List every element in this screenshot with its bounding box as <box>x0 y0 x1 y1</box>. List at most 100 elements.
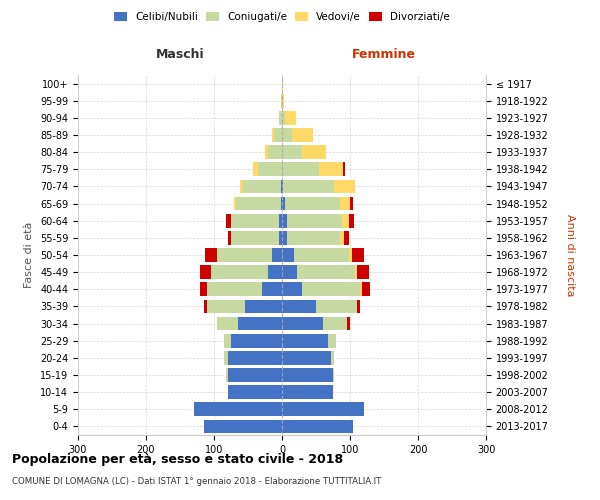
Bar <box>282 111 286 124</box>
Bar <box>200 282 207 296</box>
Bar <box>282 146 302 159</box>
Bar <box>355 266 357 279</box>
Bar <box>272 128 274 142</box>
Bar <box>340 196 350 210</box>
Bar <box>352 248 364 262</box>
Bar <box>282 231 287 244</box>
Bar <box>349 248 352 262</box>
Bar <box>240 180 243 194</box>
Bar <box>282 76 283 90</box>
Bar <box>205 248 217 262</box>
Bar <box>207 282 262 296</box>
Bar <box>217 316 238 330</box>
Bar <box>278 214 282 228</box>
Bar <box>238 316 282 330</box>
Bar <box>268 146 282 159</box>
Bar <box>281 180 282 194</box>
Bar <box>302 282 360 296</box>
Bar <box>236 196 281 210</box>
Bar <box>282 300 316 314</box>
Bar <box>282 351 331 364</box>
Bar <box>224 351 227 364</box>
Bar <box>226 214 231 228</box>
Bar <box>282 196 286 210</box>
Bar <box>194 402 282 416</box>
Bar <box>227 368 282 382</box>
Text: Maschi: Maschi <box>155 48 205 62</box>
Bar <box>282 266 297 279</box>
Bar <box>286 111 296 124</box>
Bar <box>204 420 282 434</box>
Bar <box>316 300 357 314</box>
Bar <box>287 214 342 228</box>
Bar <box>357 300 360 314</box>
Bar <box>342 214 349 228</box>
Bar <box>281 196 282 210</box>
Bar <box>282 162 319 176</box>
Bar <box>268 266 282 279</box>
Bar <box>343 162 344 176</box>
Bar <box>347 316 350 330</box>
Bar <box>258 162 282 176</box>
Bar <box>344 231 349 244</box>
Bar <box>227 351 282 364</box>
Bar <box>323 316 347 330</box>
Text: Femmine: Femmine <box>352 48 416 62</box>
Bar <box>357 266 369 279</box>
Bar <box>231 231 278 244</box>
Bar <box>227 231 231 244</box>
Y-axis label: Fasce di età: Fasce di età <box>25 222 34 288</box>
Bar <box>294 248 349 262</box>
Bar <box>340 231 344 244</box>
Bar <box>281 94 282 108</box>
Bar <box>282 94 284 108</box>
Bar <box>282 282 302 296</box>
Bar <box>200 266 211 279</box>
Bar <box>231 214 278 228</box>
Bar <box>302 146 326 159</box>
Bar <box>282 180 283 194</box>
Bar <box>282 248 294 262</box>
Bar <box>207 300 245 314</box>
Bar <box>282 402 364 416</box>
Bar <box>227 386 282 399</box>
Bar <box>278 231 282 244</box>
Bar <box>287 231 340 244</box>
Bar <box>282 334 328 347</box>
Bar <box>328 334 337 347</box>
Bar <box>297 266 355 279</box>
Legend: Celibi/Nubili, Coniugati/e, Vedovi/e, Divorziati/e: Celibi/Nubili, Coniugati/e, Vedovi/e, Di… <box>110 8 454 26</box>
Bar <box>282 214 287 228</box>
Bar <box>278 111 282 124</box>
Bar <box>282 420 353 434</box>
Bar <box>292 128 313 142</box>
Bar <box>362 282 370 296</box>
Bar <box>211 266 268 279</box>
Bar <box>235 196 236 210</box>
Bar <box>283 180 334 194</box>
Bar <box>349 214 354 228</box>
Y-axis label: Anni di nascita: Anni di nascita <box>565 214 575 296</box>
Bar <box>282 128 292 142</box>
Bar <box>286 196 340 210</box>
Bar <box>226 368 227 382</box>
Bar <box>282 386 333 399</box>
Bar <box>282 316 323 330</box>
Bar <box>204 300 207 314</box>
Bar <box>272 248 282 262</box>
Bar <box>245 300 282 314</box>
Bar <box>265 146 268 159</box>
Bar <box>334 180 355 194</box>
Bar <box>274 128 282 142</box>
Text: Popolazione per età, sesso e stato civile - 2018: Popolazione per età, sesso e stato civil… <box>12 452 343 466</box>
Bar <box>350 196 353 210</box>
Bar <box>360 282 362 296</box>
Bar <box>262 282 282 296</box>
Bar <box>224 334 231 347</box>
Text: COMUNE DI LOMAGNA (LC) - Dati ISTAT 1° gennaio 2018 - Elaborazione TUTTITALIA.IT: COMUNE DI LOMAGNA (LC) - Dati ISTAT 1° g… <box>12 478 382 486</box>
Bar <box>331 351 334 364</box>
Bar <box>333 368 334 382</box>
Bar <box>319 162 343 176</box>
Bar <box>253 162 258 176</box>
Bar <box>231 334 282 347</box>
